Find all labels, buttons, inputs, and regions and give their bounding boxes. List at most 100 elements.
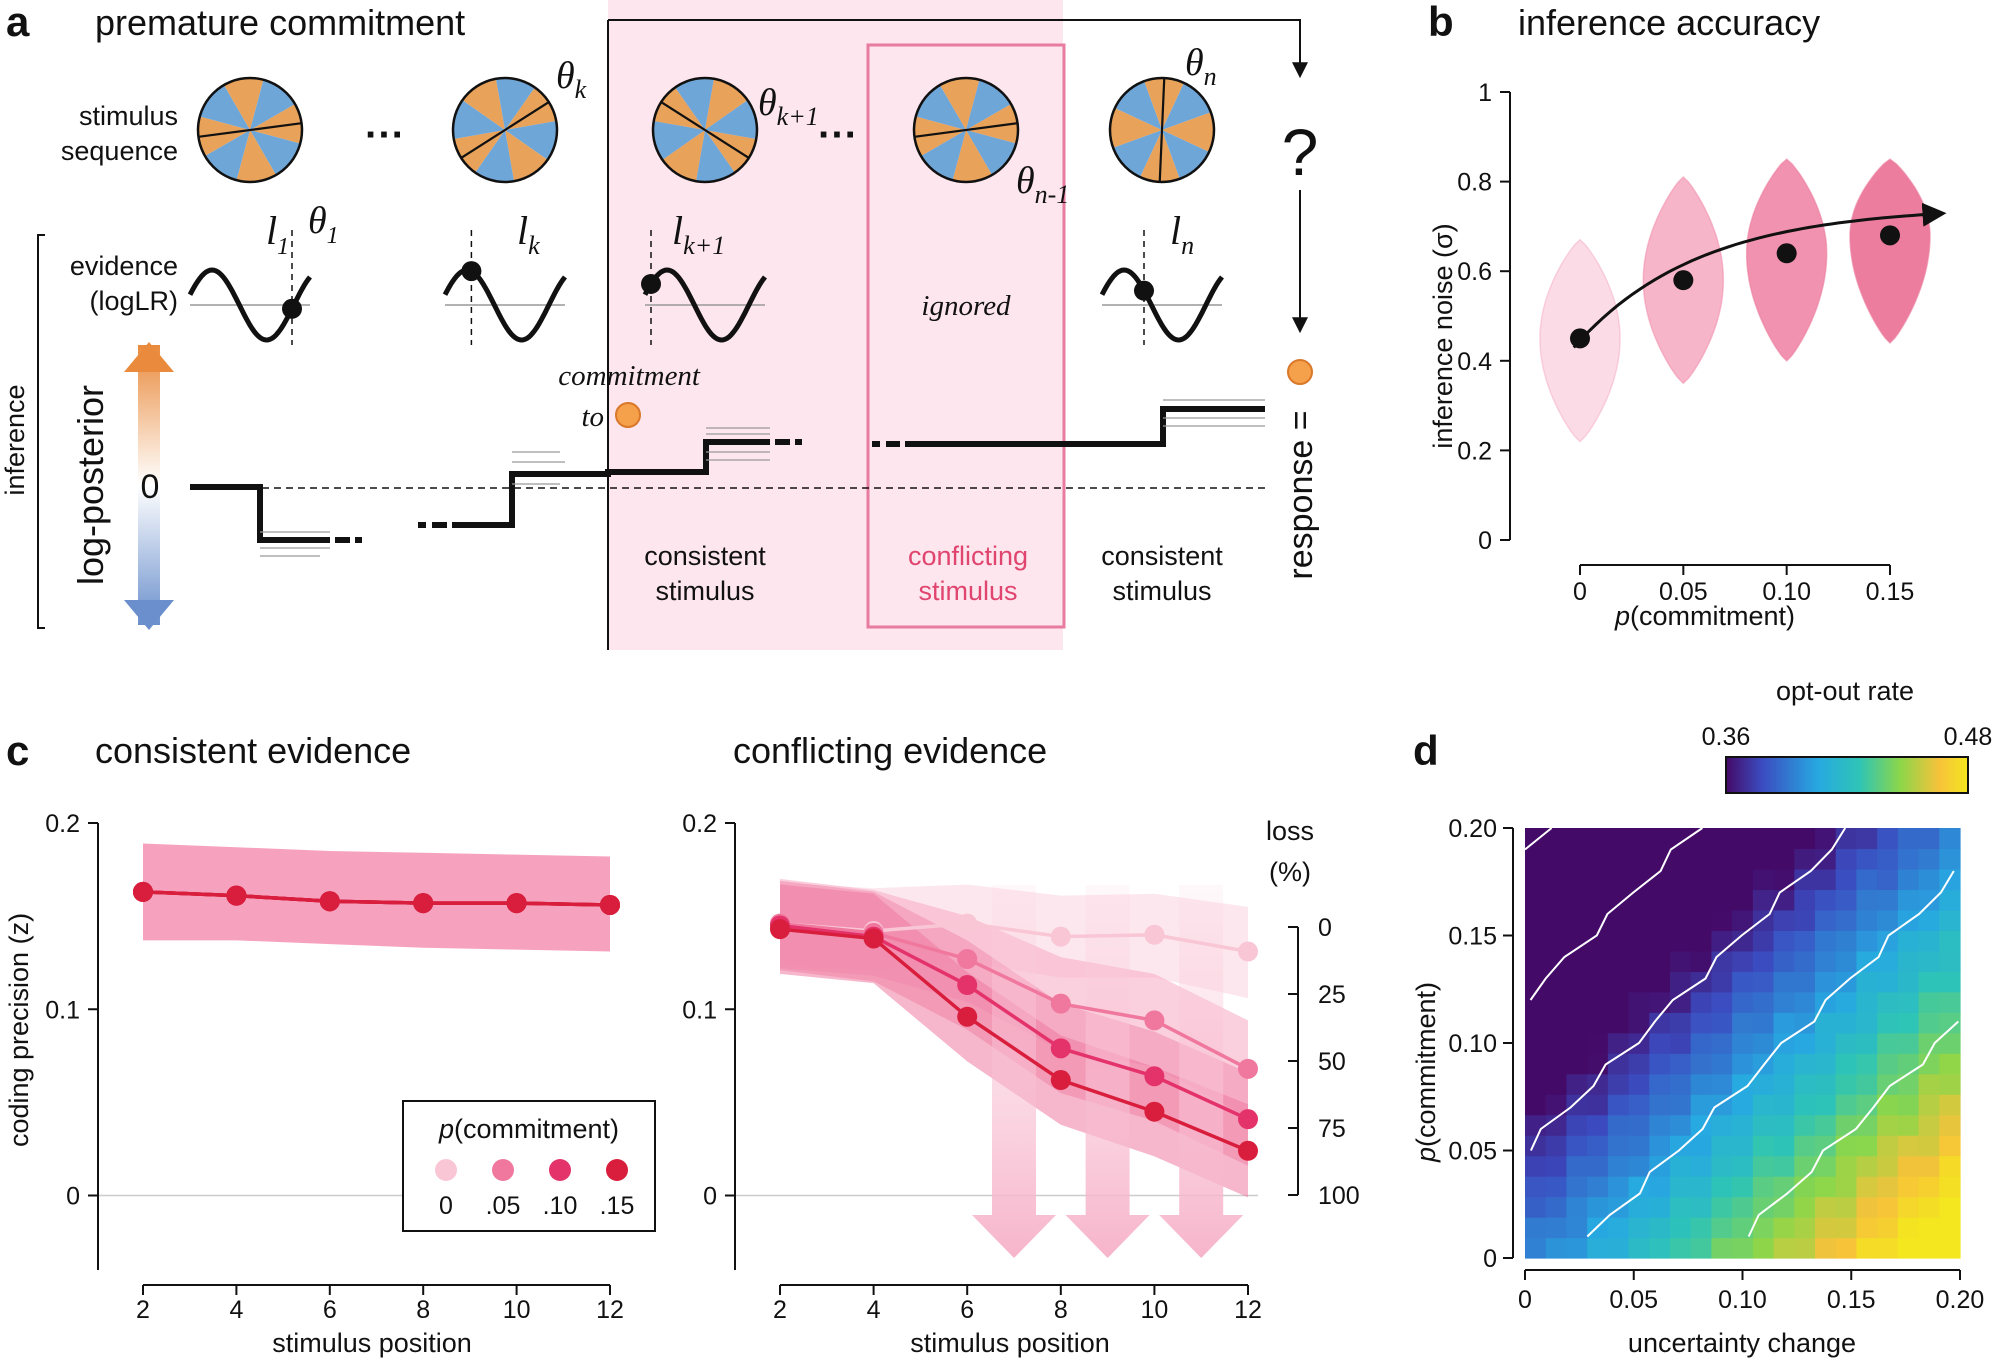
loss-tick-label: 0	[1318, 914, 1332, 942]
c-right-xtick-label: 12	[1234, 1296, 1262, 1324]
evidence-wave-2	[442, 230, 567, 345]
heatmap-cell	[1815, 971, 1837, 993]
disc-outline	[651, 76, 759, 184]
ignored-label: ignored	[921, 290, 1011, 322]
c-left-xtick-label: 12	[596, 1296, 624, 1324]
violin-median-dot	[1673, 270, 1694, 291]
heatmap-cell	[1670, 1073, 1692, 1095]
evidence-label-line2: (logLR)	[89, 286, 178, 316]
heatmap-cell	[1690, 1196, 1713, 1218]
heatmap-cell	[1587, 1012, 1609, 1034]
legend-marker-3	[606, 1159, 628, 1181]
heatmap-cell	[1711, 868, 1733, 891]
heatmap-cell	[1856, 1135, 1878, 1157]
disc-sector	[653, 87, 705, 130]
heatmap-cell	[1670, 1012, 1692, 1034]
heatmap-cell	[1877, 950, 1899, 972]
heatmap-cell	[1525, 1135, 1547, 1157]
wave-curve	[1099, 267, 1224, 343]
heatmap-cell	[1856, 971, 1878, 993]
heatmap-cell	[1918, 1094, 1940, 1116]
panel-b-title: inference accuracy	[1518, 2, 1820, 43]
heatmap-cell	[1649, 1135, 1671, 1157]
heatmap-cell	[1794, 889, 1816, 911]
c-left-band	[143, 843, 610, 952]
heatmap-cell	[1670, 909, 1692, 931]
panel-letter-b: b	[1428, 0, 1454, 45]
legend-title: p(commitment)	[438, 1114, 619, 1144]
heatmap-cell	[1856, 868, 1878, 891]
panel-letter-d: d	[1413, 727, 1439, 774]
c-right-series-3-point	[770, 919, 790, 940]
heatmap-cell	[1732, 889, 1754, 911]
evidence-label-line1: evidence	[70, 251, 178, 281]
heatmap-cell	[1732, 971, 1754, 993]
theta-k1-label: θk+1	[758, 82, 819, 131]
heatmap-cell	[1939, 930, 1961, 952]
disc-orientation-line	[198, 122, 302, 138]
heatmap-cell	[1752, 828, 1775, 850]
c-right-series-2	[779, 923, 1249, 1121]
heatmap-cell	[1794, 828, 1816, 850]
disc-sector	[453, 130, 505, 173]
disc-sector	[662, 130, 705, 182]
legend-marker-2	[549, 1159, 571, 1181]
heatmap-cell	[1566, 1237, 1588, 1259]
panel-d-heatmap: 0 0.05 0.10 0.15 0.20 0 0.05 0.10 0.15 0.20	[1448, 815, 1984, 1314]
heatmap-cell	[1897, 1176, 1920, 1198]
heatmap-cell	[1607, 1237, 1630, 1259]
heatmap-cell	[1897, 1073, 1920, 1095]
legend-label-3: .15	[600, 1192, 635, 1220]
heatmap-cell	[1939, 1073, 1961, 1095]
heatmap-cell	[1877, 1073, 1899, 1095]
heatmap-cell	[1525, 909, 1547, 931]
colorbar	[1725, 756, 1969, 794]
heatmap-cell	[1939, 971, 1961, 993]
disc-sector	[675, 78, 715, 130]
heatmap-cell	[1628, 1094, 1650, 1116]
heatmap-cell	[1670, 828, 1692, 850]
heatmap-cell	[1732, 1012, 1754, 1034]
heatmap-cell	[1607, 848, 1630, 870]
stimulus-disc-5	[1108, 76, 1216, 184]
heatmap-cell	[1815, 909, 1837, 931]
heatmap-cell	[1752, 971, 1775, 993]
heatmap-cell	[1918, 930, 1940, 952]
c-right-xtick-label: 6	[960, 1296, 974, 1324]
heatmap-cell	[1587, 1135, 1609, 1157]
c-right-series-2-point	[1144, 1066, 1165, 1087]
heatmap-cell	[1897, 889, 1920, 911]
heatmap-cell	[1649, 909, 1671, 931]
heatmap-cell	[1794, 950, 1816, 972]
heatmap-cell	[1794, 909, 1816, 931]
heatmap-cell	[1628, 828, 1650, 850]
heatmap-cell	[1525, 1217, 1547, 1239]
violin-median-dot	[1570, 328, 1590, 349]
posterior-trace	[190, 399, 1265, 557]
c-right-xtick-label: 10	[1140, 1296, 1168, 1324]
heatmap-cell	[1711, 1155, 1733, 1177]
heatmap-cell	[1628, 930, 1650, 952]
contour-line-2	[1529, 827, 1847, 1151]
c-left-series-3-point	[600, 894, 620, 915]
heatmap-cell	[1545, 1196, 1568, 1218]
heatmap-cell	[1690, 909, 1713, 931]
panel-c-right-title: conflicting evidence	[733, 730, 1047, 771]
heatmap-cell	[1856, 1073, 1878, 1095]
heatmap-cell	[1856, 950, 1878, 972]
heatmap-cell	[1711, 848, 1733, 870]
heatmap-cell	[1939, 1196, 1961, 1218]
heatmap-cell	[1649, 991, 1671, 1013]
heatmap-cell	[1690, 889, 1713, 911]
c-right-xtick-label: 2	[773, 1296, 787, 1324]
heatmap-cell	[1794, 1196, 1816, 1218]
heatmap-cell	[1856, 1012, 1878, 1034]
c-left-ytick-label: 0.2	[45, 810, 80, 838]
heatmap-cell	[1649, 1176, 1671, 1198]
heatmap-cell	[1752, 1012, 1775, 1034]
heatmap-cell	[1690, 1094, 1713, 1116]
b-ytick-label: 0.2	[1457, 437, 1492, 465]
c-right-series-1-point	[957, 948, 978, 969]
heatmap-cell	[1732, 930, 1754, 952]
panel-c-left-xlabel: stimulus position	[272, 1328, 472, 1358]
